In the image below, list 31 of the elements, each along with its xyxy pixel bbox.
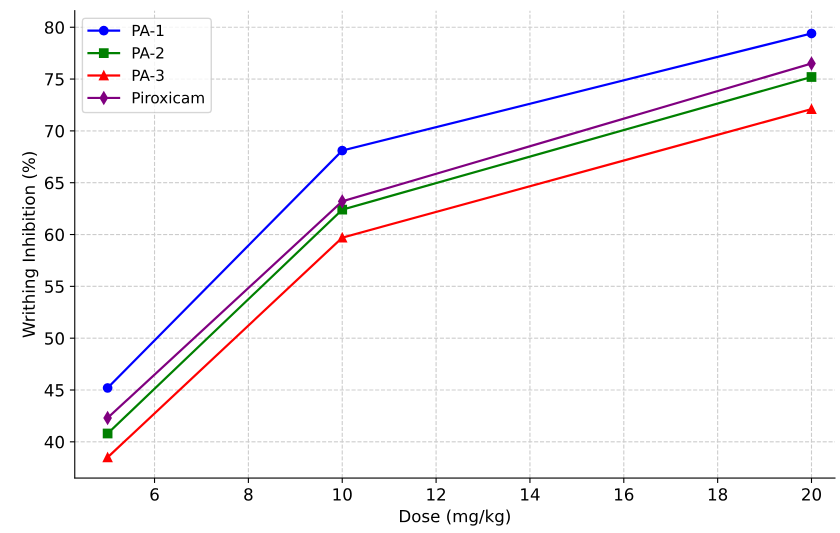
legend-label: PA-3	[132, 70, 164, 82]
x-tick-label: 14	[521, 488, 540, 500]
x-tick-label: 18	[708, 488, 728, 501]
x-tick-label: 10	[333, 488, 352, 501]
x-tick-label: 20	[802, 488, 821, 501]
y-tick-label: 65	[44, 176, 64, 190]
y-axis-title: Writhing Inhibition (%)	[22, 152, 38, 338]
x-tick-label: 12	[427, 488, 446, 500]
y-tick-label: 40	[44, 436, 64, 448]
point	[102, 428, 112, 438]
y-tick-label: 75	[45, 73, 64, 86]
y-tick-label: 50	[45, 332, 64, 345]
point	[102, 452, 112, 462]
point	[337, 146, 348, 156]
x-tick-label: 16	[615, 488, 634, 501]
y-tick-label: 60	[44, 228, 64, 242]
legend-label: PA-2	[132, 47, 164, 58]
y-tick-label: 45	[44, 384, 64, 397]
point	[806, 104, 816, 114]
point	[337, 232, 348, 243]
x-tick-label: 6	[150, 488, 159, 501]
legend-label: Piroxicam	[132, 92, 204, 104]
x-tick-label: 8	[244, 488, 253, 501]
y-tick-label: 80	[44, 21, 64, 34]
point	[806, 28, 816, 38]
point	[806, 72, 816, 82]
legend-label: PA-1	[132, 24, 164, 36]
y-tick-label: 55	[45, 280, 64, 293]
y-tick-label: 70	[45, 124, 64, 138]
point	[102, 383, 112, 393]
x-axis-title: Dose (mg/kg)	[400, 510, 510, 526]
